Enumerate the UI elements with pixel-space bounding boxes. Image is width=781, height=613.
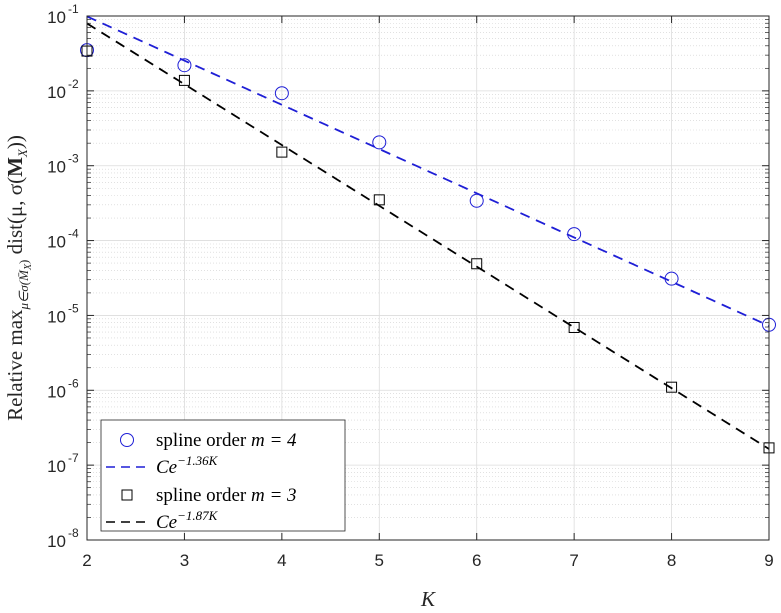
legend-marker-circle <box>120 433 134 447</box>
data-point-circle <box>372 135 387 150</box>
legend: spline order m = 4 Ce−1.36K spline order… <box>100 419 346 533</box>
data-point-square <box>178 74 190 86</box>
y-axis-label: Relative maxμ∈σ(M̄X) dist(μ, σ(MX)) <box>3 135 34 421</box>
data-point-circle <box>469 193 484 208</box>
y-label-subscript-sub: X <box>23 263 34 271</box>
axis-ticks <box>86 15 770 541</box>
data-point-square <box>373 194 385 206</box>
data-point-square <box>568 321 580 333</box>
y-label-bold: M <box>3 157 27 177</box>
x-tick-label: 5 <box>375 551 384 570</box>
y-label-suffix: )) <box>3 135 27 149</box>
fit-lines <box>86 15 770 450</box>
x-axis-label: K <box>420 587 436 611</box>
y-label-subscript-close: ) <box>16 260 31 264</box>
y-label-middle: dist(μ, σ( <box>3 177 27 260</box>
data-point-circle <box>177 58 192 73</box>
data-point-square <box>471 258 483 270</box>
x-tick-labels: 2 3 4 5 6 7 8 9 <box>82 551 773 570</box>
x-tick-label: 4 <box>277 551 286 570</box>
legend-box <box>100 419 346 532</box>
x-tick-label: 2 <box>82 551 91 570</box>
x-tick-label: 8 <box>667 551 676 570</box>
data-point-square <box>276 146 288 158</box>
legend-label-m4: spline order m = 4 <box>156 430 297 451</box>
x-tick-label: 7 <box>569 551 578 570</box>
x-tick-label: 9 <box>764 551 773 570</box>
data-point-circle <box>567 227 582 242</box>
data-point-square <box>666 381 678 393</box>
y-label-bold-sub: X <box>15 148 30 158</box>
legend-label-fit-187: Ce−1.87K <box>156 508 219 533</box>
legend-marker-square <box>121 489 133 501</box>
fit-line-series-1 <box>86 15 770 327</box>
legend-label-fit-136: Ce−1.36K <box>156 453 219 478</box>
plot-frame <box>86 15 770 541</box>
y-label-prefix: Relative max <box>3 309 27 421</box>
legend-label-m3: spline order m = 3 <box>156 485 297 506</box>
data-point-circle <box>274 86 289 101</box>
x-tick-label: 3 <box>180 551 189 570</box>
y-label-subscript: μ∈σ(M̄ <box>16 269 31 311</box>
data-point-circle <box>664 271 679 286</box>
fit-line-series-3 <box>86 22 770 450</box>
x-tick-label: 6 <box>472 551 481 570</box>
